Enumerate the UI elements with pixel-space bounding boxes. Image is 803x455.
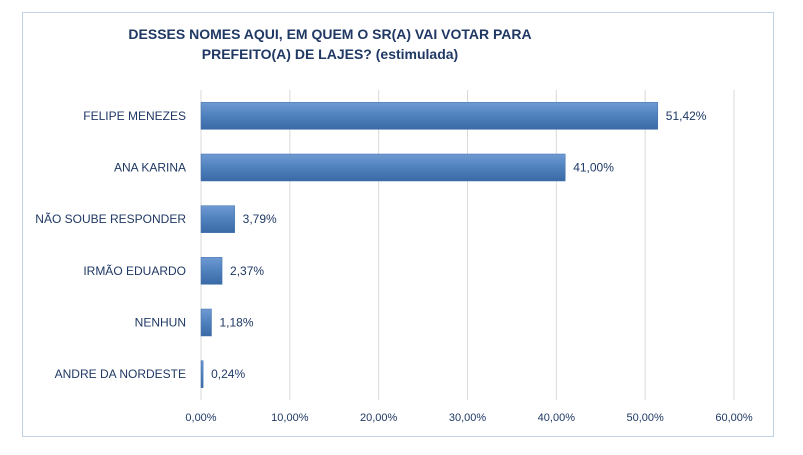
bar <box>200 308 212 337</box>
x-tick-label: 40,00% <box>538 412 576 424</box>
category-label: NÃO SOUBE RESPONDER <box>35 212 186 226</box>
value-label: 41,00% <box>573 161 614 175</box>
chart-title-line-1: DESSES NOMES AQUI, EM QUEM O SR(A) VAI V… <box>128 26 532 42</box>
x-tick-label: 60,00% <box>715 412 753 424</box>
value-label: 0,24% <box>211 367 245 381</box>
value-label: 2,37% <box>230 264 264 278</box>
x-tick-label: 30,00% <box>449 412 487 424</box>
value-label: 51,42% <box>666 109 707 123</box>
value-label: 3,79% <box>243 212 277 226</box>
chart-title: DESSES NOMES AQUI, EM QUEM O SR(A) VAI V… <box>60 24 600 64</box>
bar <box>200 205 235 233</box>
bar <box>200 102 659 130</box>
category-label: FELIPE MENEZES <box>83 109 186 123</box>
category-label: NENHUN <box>135 316 186 330</box>
value-label: 1,18% <box>219 316 253 330</box>
x-tick-label: 10,00% <box>271 412 309 424</box>
category-label: ANDRE DA NORDESTE <box>55 367 186 381</box>
bar <box>200 257 223 285</box>
x-tick-label: 20,00% <box>360 412 398 424</box>
category-label: ANA KARINA <box>114 161 186 175</box>
bar <box>200 360 204 388</box>
category-label: IRMÃO EDUARDO <box>83 264 186 278</box>
x-tick-label: 0,00% <box>185 412 216 424</box>
x-tick-label: 50,00% <box>627 412 665 424</box>
bar <box>200 153 566 182</box>
chart-frame <box>22 12 774 437</box>
chart-title-line-2: PREFEITO(A) DE LAJES? (estimulada) <box>201 46 459 62</box>
